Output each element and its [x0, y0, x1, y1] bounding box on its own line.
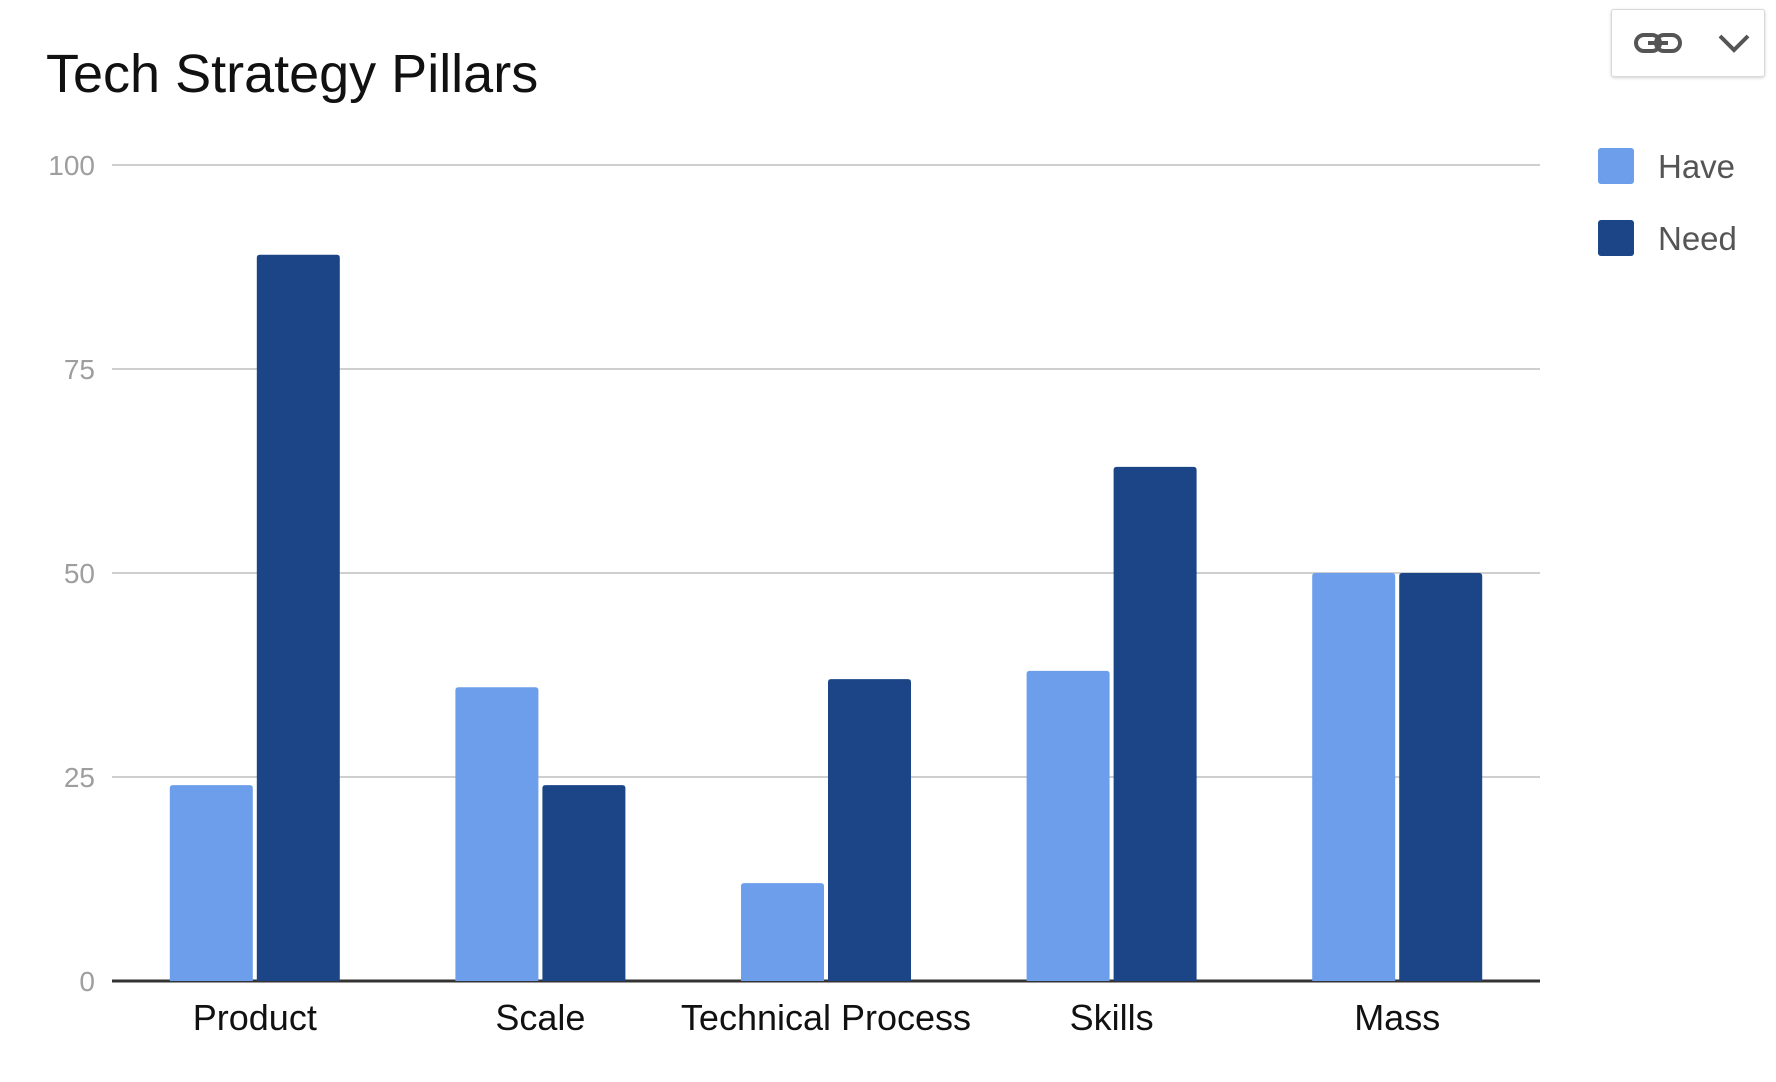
legend-swatch-have [1598, 148, 1634, 184]
bar-need-product[interactable] [256, 254, 340, 981]
bar-have-skills[interactable] [1026, 670, 1110, 981]
bar-need-scale[interactable] [542, 785, 626, 981]
y-tick-label: 25 [64, 762, 95, 793]
x-tick-label: Skills [1070, 997, 1154, 1038]
bar-have-scale[interactable] [455, 687, 539, 981]
grid-layer [112, 164, 1540, 983]
legend-swatch-need [1598, 220, 1634, 256]
x-tick-label: Mass [1354, 997, 1440, 1038]
x-axis-ticks: Product Scale Technical Process Skills Mass [193, 997, 1440, 1038]
bar-have-technical-process[interactable] [741, 883, 824, 981]
bar-have-mass[interactable] [1312, 573, 1396, 981]
legend-label-need: Need [1658, 220, 1737, 257]
chart-menu-box [1611, 9, 1765, 77]
y-axis-ticks: 0 25 50 75 100 [48, 150, 95, 997]
bar-need-technical-process[interactable] [828, 679, 911, 981]
legend-label-have: Have [1658, 148, 1735, 185]
y-tick-label: 75 [64, 354, 95, 385]
x-tick-label: Technical Process [681, 997, 971, 1038]
legend: Have Need [1598, 148, 1737, 257]
y-tick-label: 0 [79, 966, 95, 997]
x-tick-label: Scale [495, 997, 585, 1038]
x-tick-label: Product [193, 997, 317, 1038]
bar-have-product[interactable] [169, 785, 253, 981]
chart-title: Tech Strategy Pillars [46, 44, 538, 104]
bars-layer [169, 254, 1483, 981]
y-tick-label: 50 [64, 558, 95, 589]
bar-need-skills[interactable] [1113, 466, 1197, 981]
y-tick-label: 100 [48, 150, 95, 181]
chevron-down-icon[interactable] [1716, 31, 1752, 55]
bar-need-mass[interactable] [1399, 573, 1483, 981]
link-icon[interactable] [1634, 28, 1682, 58]
